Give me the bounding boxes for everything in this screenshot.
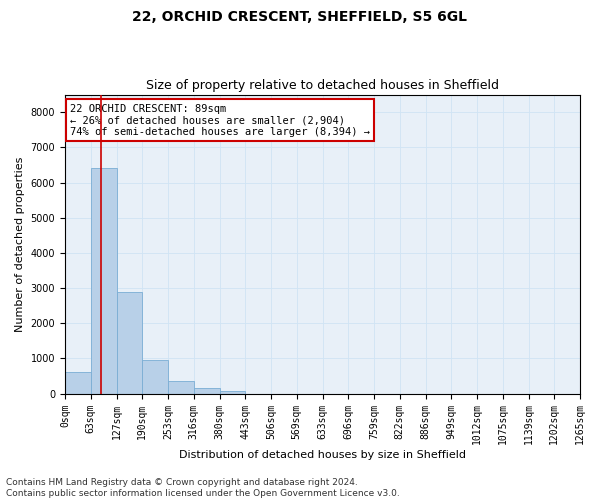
Bar — [116, 292, 142, 394]
Bar — [142, 360, 168, 394]
Bar — [91, 168, 116, 394]
Text: 22, ORCHID CRESCENT, SHEFFIELD, S5 6GL: 22, ORCHID CRESCENT, SHEFFIELD, S5 6GL — [133, 10, 467, 24]
Title: Size of property relative to detached houses in Sheffield: Size of property relative to detached ho… — [146, 79, 499, 92]
Text: Contains HM Land Registry data © Crown copyright and database right 2024.
Contai: Contains HM Land Registry data © Crown c… — [6, 478, 400, 498]
Bar — [194, 388, 220, 394]
Text: 22 ORCHID CRESCENT: 89sqm
← 26% of detached houses are smaller (2,904)
74% of se: 22 ORCHID CRESCENT: 89sqm ← 26% of detac… — [70, 104, 370, 136]
Y-axis label: Number of detached properties: Number of detached properties — [15, 156, 25, 332]
Bar — [65, 372, 91, 394]
X-axis label: Distribution of detached houses by size in Sheffield: Distribution of detached houses by size … — [179, 450, 466, 460]
Bar — [220, 392, 245, 394]
Bar — [168, 382, 194, 394]
